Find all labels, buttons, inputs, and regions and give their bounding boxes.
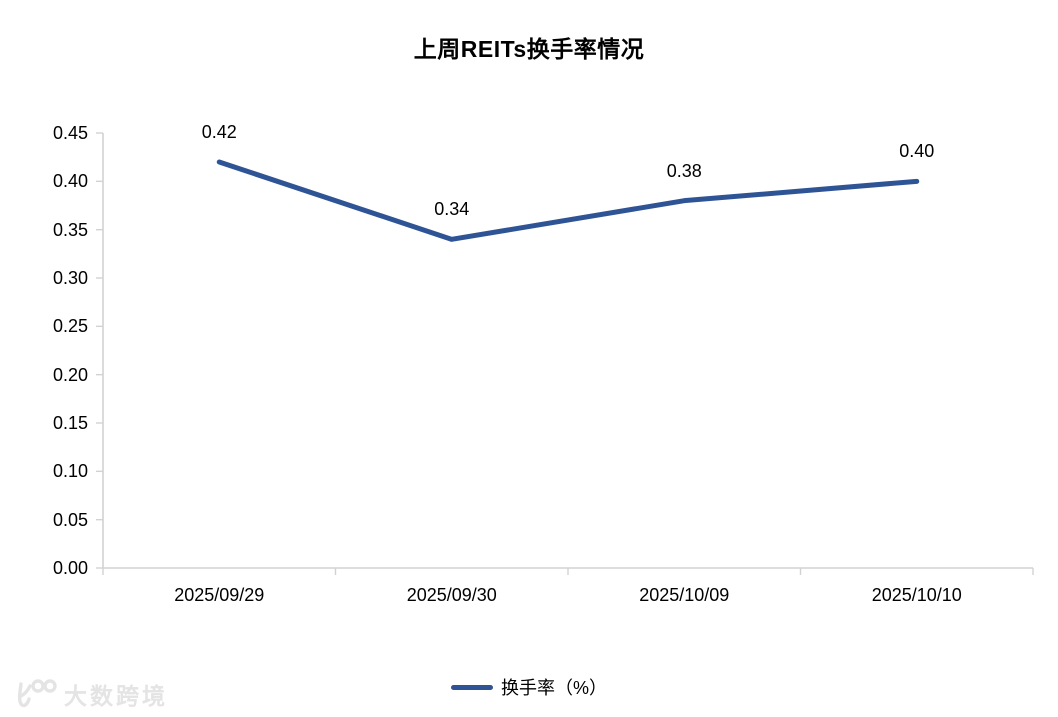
y-tick-label: 0.45 xyxy=(52,123,88,143)
legend-label: 换手率（%） xyxy=(500,678,607,698)
legend: 换手率（%） xyxy=(0,675,1058,699)
y-tick-label: 0.10 xyxy=(52,461,88,482)
data-point-label: 0.38 xyxy=(666,160,702,181)
x-tick-label: 2025/09/29 xyxy=(174,585,265,605)
watermark-text: 大数跨境 xyxy=(64,683,168,709)
y-tick-label: 0.15 xyxy=(52,413,88,433)
y-tick-label: 0.35 xyxy=(52,219,88,240)
data-line xyxy=(216,159,920,242)
y-tick-label: 0.25 xyxy=(52,316,88,337)
data-point-label: 0.34 xyxy=(434,199,470,220)
data-point-label: 0.42 xyxy=(201,122,237,142)
x-tick-label: 2025/10/09 xyxy=(639,585,730,605)
y-tick-label: 0.40 xyxy=(52,171,88,192)
watermark-logo-icon xyxy=(17,679,57,708)
chart-title: 上周REITs换手率情况 xyxy=(413,36,645,62)
watermark: 大数跨境 xyxy=(13,677,168,711)
legend-line-icon xyxy=(450,684,493,690)
y-tick-label: 0.00 xyxy=(52,558,88,578)
x-tick-label: 2025/10/10 xyxy=(871,585,962,605)
y-tick-label: 0.20 xyxy=(52,364,88,385)
y-tick-label: 0.30 xyxy=(52,268,88,288)
y-tick-label: 0.05 xyxy=(52,509,88,530)
x-tick-label: 2025/09/30 xyxy=(406,585,497,605)
data-point-label: 0.40 xyxy=(899,141,935,162)
